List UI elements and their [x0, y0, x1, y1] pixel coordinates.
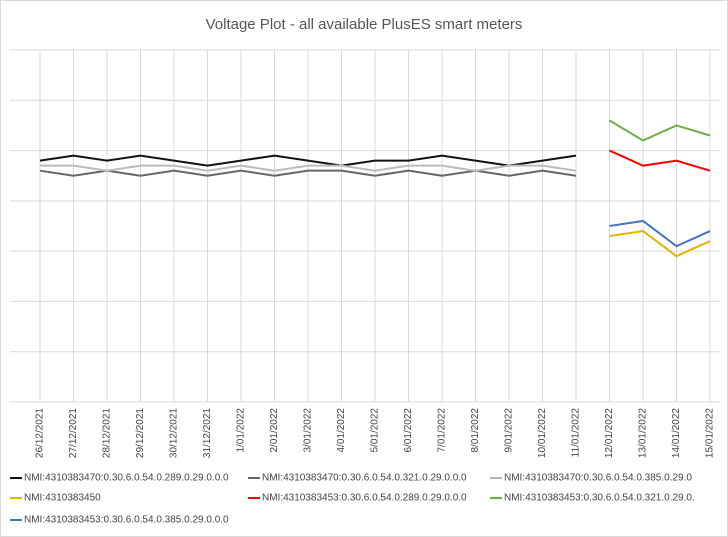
legend-label: NMI:4310383453:0.30.6.0.54.0.321.0.29.0.: [504, 493, 695, 504]
legend-label: NMI:4310383453:0.30.6.0.54.0.289.0.29.0.…: [262, 493, 467, 504]
x-tick-label: 6/01/2022: [403, 408, 414, 453]
x-tick-label: 30/12/2021: [169, 408, 180, 458]
x-tick-label: 31/12/2021: [202, 408, 213, 458]
series-line: [609, 219, 711, 248]
x-tick-label: 7/01/2022: [437, 408, 448, 453]
x-tick-label: 2/01/2022: [269, 408, 280, 453]
series-line: [609, 229, 711, 258]
chart-title: Voltage Plot - all available PlusES smar…: [206, 16, 523, 33]
x-tick-label: 15/01/2022: [705, 408, 716, 458]
x-tick-label: 29/12/2021: [135, 408, 146, 458]
legend-label: NMI:4310383453:0.30.6.0.54.0.385.0.29.0.…: [24, 515, 229, 526]
x-tick-label: 11/01/2022: [571, 408, 582, 458]
x-tick-label: 28/12/2021: [102, 408, 113, 458]
x-tick-label: 14/01/2022: [671, 408, 682, 458]
legend-label: NMI:4310383450: [24, 493, 101, 504]
x-tick-label: 1/01/2022: [236, 408, 247, 453]
x-tick-label: 27/12/2021: [68, 408, 79, 458]
x-tick-label: 5/01/2022: [370, 408, 381, 453]
legend-label: NMI:4310383470:0.30.6.0.54.0.289.0.29.0.…: [24, 473, 229, 484]
x-tick-label: 13/01/2022: [638, 408, 649, 458]
x-tick-label: 4/01/2022: [336, 408, 347, 453]
legend-label: NMI:4310383470:0.30.6.0.54.0.385.0.29.0: [504, 473, 692, 484]
series-line: [609, 149, 711, 172]
series-line: [39, 169, 577, 177]
legend-label: NMI:4310383470:0.30.6.0.54.0.321.0.29.0.…: [262, 473, 467, 484]
x-tick-label: 10/01/2022: [537, 408, 548, 458]
series-line: [608, 119, 711, 142]
series-line: [40, 164, 577, 172]
x-tick-label: 12/01/2022: [604, 408, 615, 458]
series-line: [39, 154, 577, 167]
x-tick-label: 3/01/2022: [303, 408, 314, 453]
x-tick-label: 9/01/2022: [504, 408, 515, 453]
x-tick-label: 8/01/2022: [470, 408, 481, 453]
x-tick-label: 26/12/2021: [35, 408, 46, 458]
